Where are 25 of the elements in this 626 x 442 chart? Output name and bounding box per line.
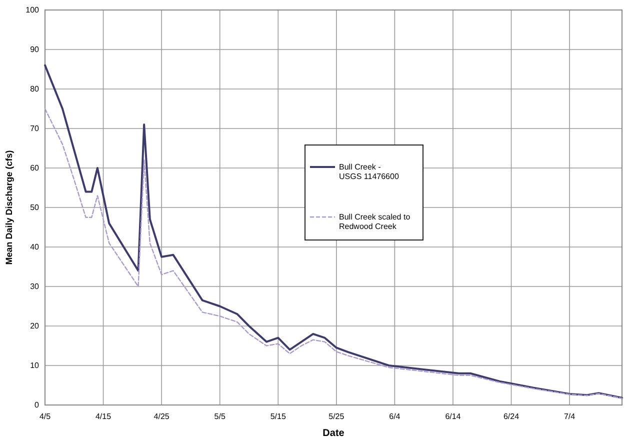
y-tick-label: 90 [30, 45, 40, 54]
y-tick-label: 100 [26, 6, 40, 15]
y-axis-title: Mean Daily Discharge (cfs) [4, 150, 14, 265]
x-tick-label: 6/14 [445, 412, 462, 421]
x-tick-label: 6/24 [503, 412, 520, 421]
x-tick-label: 4/15 [95, 412, 112, 421]
legend-label: Bull Creek - USGS 11476600 [339, 162, 400, 182]
y-tick-label: 60 [30, 164, 40, 173]
x-tick-label: 4/25 [154, 412, 170, 421]
x-tick-label: 5/5 [214, 412, 226, 421]
y-tick-label: 40 [30, 242, 40, 252]
y-tick-label: 30 [30, 282, 40, 292]
x-tick-label: 4/5 [39, 412, 52, 421]
x-axis-title: Date [322, 428, 345, 439]
y-tick-label: 50 [30, 203, 40, 212]
x-tick-label: 5/15 [270, 412, 286, 421]
y-tick-label: 10 [30, 361, 40, 370]
y-tick-label: 20 [30, 322, 40, 331]
y-tick-label: 80 [30, 84, 40, 94]
x-tick-label: 7/4 [564, 412, 576, 421]
y-tick-label: 70 [30, 124, 40, 134]
x-tick-label: 5/25 [328, 412, 345, 421]
legend-label: Bull Creek scaled to Redwood Creek [339, 212, 411, 232]
y-tick-label: 0 [34, 400, 40, 410]
x-tick-label: 6/4 [389, 412, 401, 421]
